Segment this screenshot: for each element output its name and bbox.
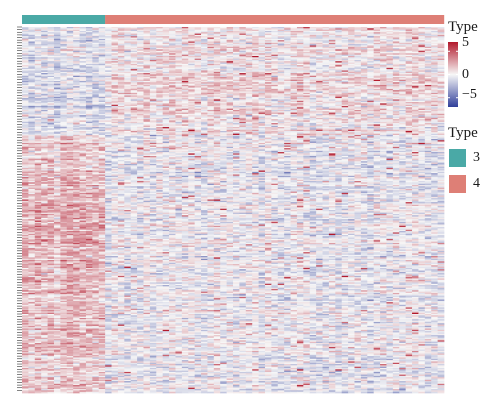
column-annotation-bar [22,15,444,24]
heatmap-cells [22,27,444,393]
annotation-segment-type-3 [22,15,105,24]
annotation-segment-type-4 [105,15,444,24]
